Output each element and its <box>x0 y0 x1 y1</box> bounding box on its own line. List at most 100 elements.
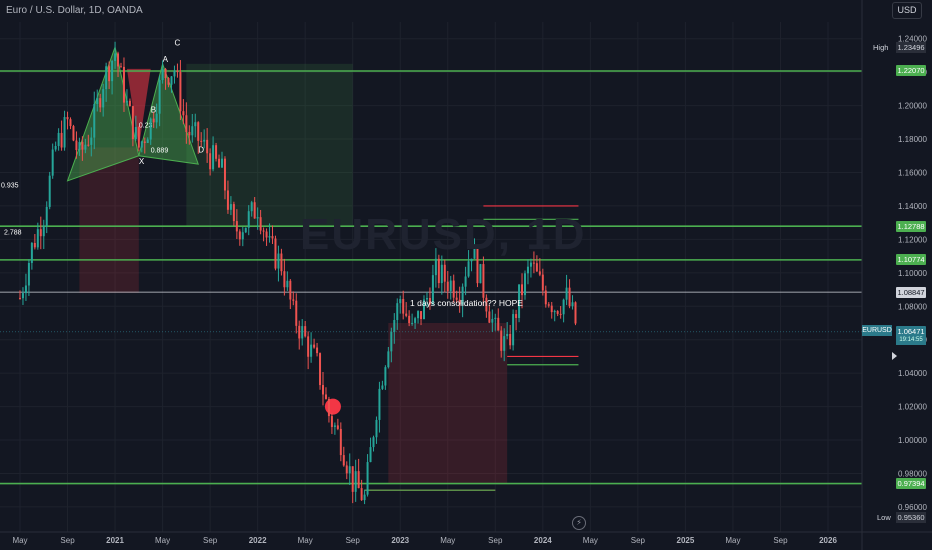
candle-body <box>271 236 274 239</box>
candle-body <box>179 72 182 112</box>
pattern-point-label: A <box>163 55 169 64</box>
time-tick-label: May <box>440 536 455 545</box>
candle-body <box>518 284 521 318</box>
candle-body <box>131 106 134 140</box>
candle-body <box>443 264 446 282</box>
candle-body <box>571 302 574 307</box>
candle-body <box>449 280 452 292</box>
candle-body <box>84 144 87 150</box>
candle-body <box>562 299 565 315</box>
bar-countdown: 19:14:55 <box>896 336 926 345</box>
price-tick-label: 1.12000 <box>898 235 927 244</box>
candle-body <box>265 231 268 238</box>
candle-body <box>402 298 405 314</box>
candle-body <box>535 263 538 272</box>
candle-body <box>235 221 238 232</box>
candle-body <box>223 158 226 191</box>
candle-body <box>256 217 259 219</box>
candle-body <box>381 385 384 389</box>
candle-body <box>434 258 437 276</box>
candle-body <box>226 190 229 210</box>
candle-body <box>417 311 420 319</box>
candle-body <box>229 204 232 210</box>
candle-body <box>60 132 63 148</box>
candle-body <box>69 119 72 127</box>
candle-body <box>342 455 345 466</box>
pattern-point-label: X <box>139 157 145 166</box>
candle-body <box>120 66 122 68</box>
scroll-to-realtime-icon[interactable] <box>892 352 897 360</box>
candle-body <box>467 261 470 277</box>
candle-body <box>384 367 387 386</box>
time-tick-label: May <box>155 536 170 545</box>
candle-body <box>324 394 327 399</box>
candle-body <box>200 140 203 142</box>
pattern-point-label: C <box>174 38 180 47</box>
time-tick-label: Sep <box>773 536 788 545</box>
candle-body <box>538 271 541 275</box>
consolidation-note[interactable]: 1 days consolidation?? HOPE <box>410 298 523 308</box>
candle-body <box>289 280 292 300</box>
candle-body <box>464 276 467 287</box>
price-tick-label: 1.02000 <box>898 403 927 412</box>
candle-body <box>378 388 381 420</box>
price-level-tag: 1.10774 <box>896 254 926 266</box>
pattern-ratio: 2.788 <box>4 229 22 236</box>
candle-body <box>247 211 250 228</box>
candle-body <box>42 225 45 237</box>
candle-body <box>363 494 366 501</box>
candle-body <box>428 297 431 305</box>
candle-body <box>96 98 99 105</box>
pattern-point-label: B <box>151 105 156 114</box>
candle-body <box>330 416 333 427</box>
candle-body <box>491 318 494 323</box>
candle-body <box>57 132 60 146</box>
time-tick-label: May <box>298 536 313 545</box>
candle-body <box>253 202 256 219</box>
price-tick-label: 1.00000 <box>898 436 927 445</box>
price-level-tag: 0.97394 <box>896 478 926 490</box>
candle-body <box>185 115 188 132</box>
candle-body <box>286 280 289 288</box>
price-tick-label: 1.16000 <box>898 168 927 177</box>
candle-body <box>488 311 491 323</box>
currency-button[interactable]: USD <box>892 2 922 19</box>
candle-body <box>425 297 428 300</box>
candle-body <box>452 280 455 298</box>
horizontal-levels <box>0 70 862 491</box>
time-tick-label: Sep <box>631 536 646 545</box>
price-tick-label: 1.04000 <box>898 369 927 378</box>
pattern-point-label: D <box>198 145 204 154</box>
candle-body <box>316 347 319 354</box>
candle-body <box>322 385 324 395</box>
pattern-ratio: 0.23 <box>139 122 153 129</box>
candle-body <box>262 230 265 232</box>
candle-body <box>111 60 114 82</box>
price-tick-label: 1.20000 <box>898 102 927 111</box>
candle-body <box>375 419 378 438</box>
lightning-icon[interactable]: ⚡ <box>572 516 586 530</box>
candle-body <box>206 139 209 154</box>
candle-body <box>212 145 215 170</box>
candle-body <box>221 158 223 168</box>
candle-body <box>241 232 244 240</box>
low-value: 0.95360 <box>896 512 926 524</box>
candle-body <box>99 98 102 108</box>
candle-body <box>515 314 518 318</box>
candle-body <box>396 303 399 321</box>
candle-body <box>122 66 125 103</box>
time-tick-label: May <box>12 536 27 545</box>
candle-body <box>497 317 500 331</box>
candle-body <box>194 122 197 127</box>
candle-body <box>473 247 476 259</box>
price-tick-label: 1.08000 <box>898 302 927 311</box>
symbol-title[interactable]: Euro / U.S. Dollar, 1D, OANDA <box>6 5 143 16</box>
last-price-symbol: EURUSD <box>862 325 892 336</box>
candle-body <box>48 175 51 207</box>
candle-body <box>259 217 262 231</box>
candle-body <box>357 471 360 489</box>
alert-marker <box>324 398 341 415</box>
candle-body <box>87 144 90 146</box>
